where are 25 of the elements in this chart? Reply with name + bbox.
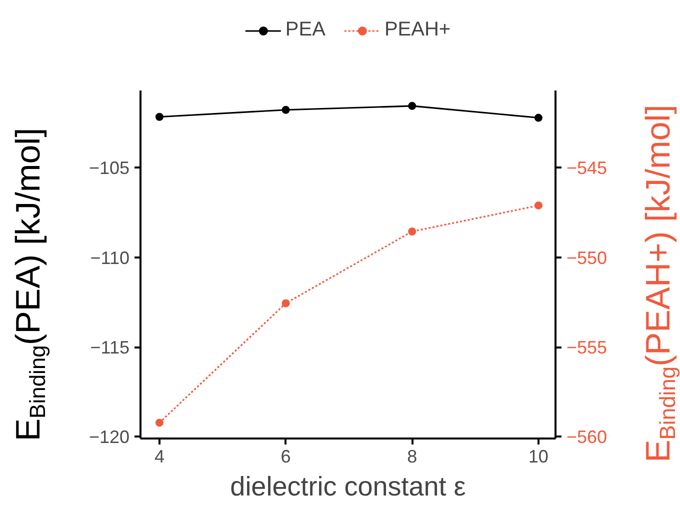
point <box>155 112 164 121</box>
y-axis-title: EBinding(PEA) [kJ/mol] <box>10 128 50 442</box>
point <box>408 228 416 236</box>
y-tick-label: −110 <box>90 248 130 268</box>
point <box>282 106 290 114</box>
y2-axis-title: EBinding(PEAH+) [kJ/mol] <box>640 104 680 462</box>
x-tick-label: 4 <box>154 446 164 466</box>
y2-tick-label: −560 <box>566 427 608 448</box>
point <box>408 102 416 110</box>
y2-tick-label: −545 <box>566 158 608 178</box>
legend-label: PEA <box>285 18 326 42</box>
y-tick-label: −120 <box>88 427 130 448</box>
point <box>534 201 542 210</box>
y2-tick-label: −555 <box>566 338 608 358</box>
point <box>155 418 164 427</box>
legend-label: PEAH+ <box>384 18 451 42</box>
x-tick-label: 10 <box>528 446 548 466</box>
point <box>534 114 542 122</box>
y-tick-label: −105 <box>88 158 130 178</box>
y2-tick-label: −550 <box>566 248 608 268</box>
x-tick-label: 8 <box>407 446 418 466</box>
x-axis-title: dielectric constant ε <box>230 472 466 502</box>
x-tick-label: 6 <box>280 446 291 466</box>
point <box>282 299 290 308</box>
y-tick-label: −115 <box>90 338 130 358</box>
